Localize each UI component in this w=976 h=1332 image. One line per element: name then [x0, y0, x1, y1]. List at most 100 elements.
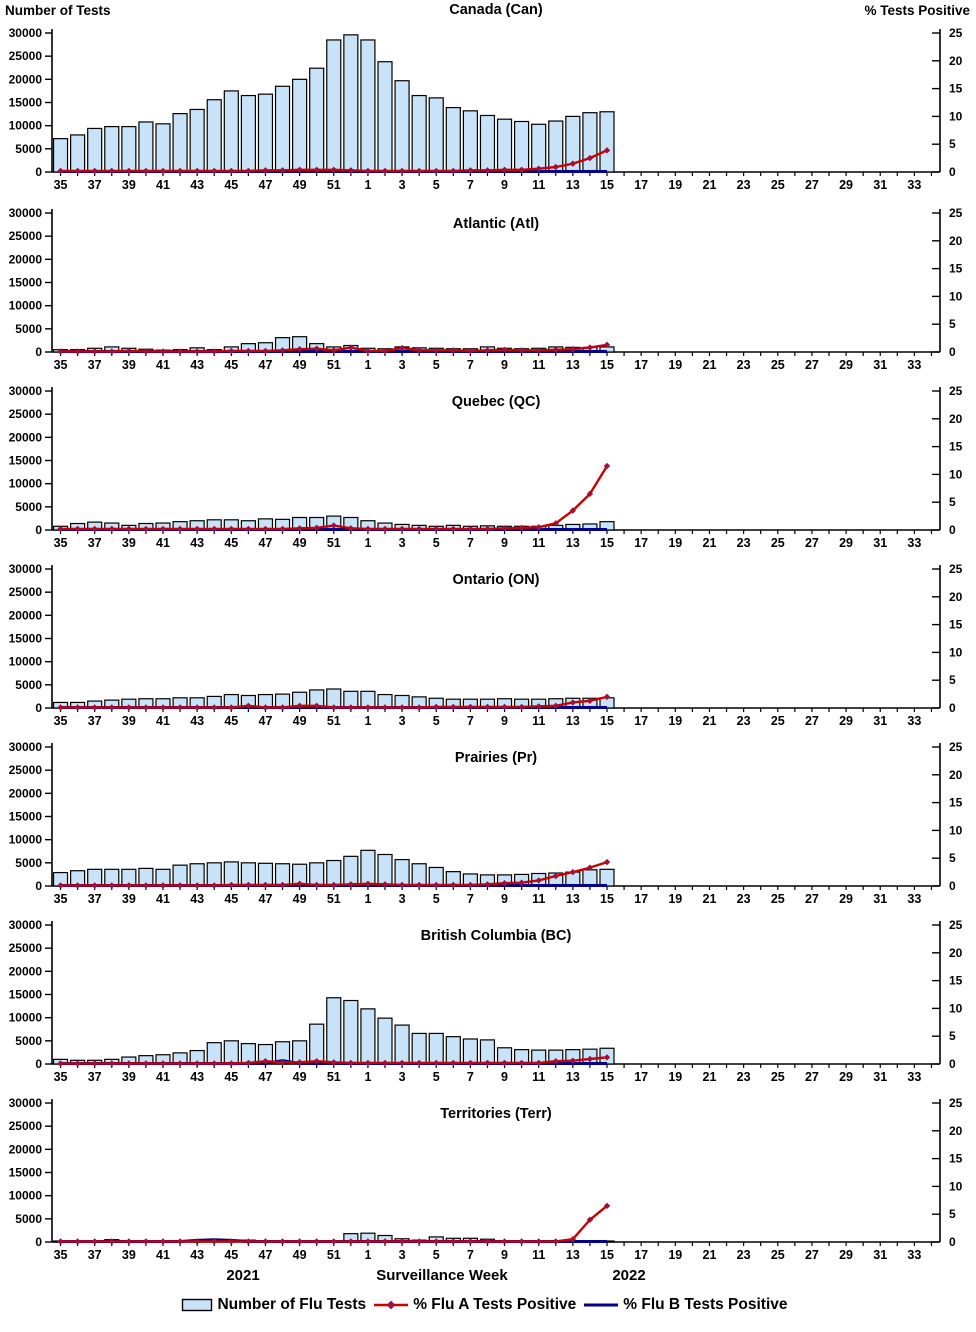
x-week-label: 17 — [634, 714, 648, 728]
x-week-label: 49 — [293, 358, 307, 372]
y-right-tick-label: 5 — [949, 137, 956, 151]
flu-tests-bar — [104, 125, 120, 173]
x-week-label: 47 — [259, 714, 273, 728]
y-right-tick-label: 20 — [949, 1124, 963, 1138]
x-week-label: 29 — [839, 892, 853, 906]
x-week-label: 37 — [88, 714, 102, 728]
x-week-label: 51 — [327, 1248, 341, 1262]
x-week-label: 17 — [634, 358, 648, 372]
x-week-label: 23 — [737, 1248, 751, 1262]
y-left-tick-label: 30000 — [9, 740, 43, 754]
x-week-label: 7 — [467, 536, 474, 550]
x-week-label: 49 — [293, 1248, 307, 1262]
x-week-label: 33 — [907, 358, 921, 372]
y-right-tick-label: 20 — [949, 412, 963, 426]
y-left-tick-label: 0 — [35, 345, 42, 359]
flu-tests-bar — [274, 85, 291, 173]
legend-label-flu-a: % Flu A Tests Positive — [413, 1296, 577, 1313]
x-week-label: 51 — [327, 892, 341, 906]
x-week-label: 27 — [805, 1070, 819, 1084]
flu-a-markers — [57, 147, 611, 175]
x-week-label: 45 — [224, 1248, 238, 1262]
y-left-tick-label: 5000 — [15, 500, 42, 514]
x-week-label: 15 — [600, 358, 614, 372]
x-week-label: 11 — [532, 536, 545, 550]
x-week-label: 1 — [364, 714, 371, 728]
x-week-label: 13 — [566, 1248, 580, 1262]
x-week-label: 11 — [532, 714, 545, 728]
x-week-label: 7 — [467, 1070, 474, 1084]
legend: Number of Flu Tests % Flu A Tests Positi… — [0, 1296, 976, 1314]
x-week-label: 49 — [293, 892, 307, 906]
y-right-tick-label: 15 — [949, 1152, 963, 1166]
x-week-label: 33 — [907, 1248, 921, 1262]
y-right-tick-label: 15 — [949, 974, 963, 988]
x-week-label: 37 — [88, 536, 102, 550]
x-week-label: 49 — [293, 536, 307, 550]
x-week-label: 41 — [156, 714, 170, 728]
flu-tests-bar — [292, 78, 308, 173]
y-right-tick-label: 5 — [949, 1029, 956, 1043]
x-week-label: 21 — [703, 358, 717, 372]
x-week-label: 33 — [907, 1070, 921, 1084]
flu-a-markers — [57, 1054, 611, 1067]
x-week-label: 7 — [467, 714, 474, 728]
x-week-label: 13 — [566, 536, 580, 550]
x-week-label: 27 — [805, 178, 819, 192]
x-week-label: 9 — [501, 358, 508, 372]
x-week-label: 39 — [122, 1070, 136, 1084]
x-week-label: 51 — [327, 1070, 341, 1084]
x-week-label: 15 — [600, 178, 614, 192]
y-right-tick-label: 0 — [949, 165, 956, 179]
x-week-label: 43 — [190, 358, 204, 372]
y-right-tick-label: 15 — [949, 440, 963, 454]
flu-tests-bar — [428, 97, 444, 173]
flu-tests-bar — [121, 125, 137, 173]
flu-a-markers — [57, 462, 611, 533]
panel-ontario: Ontario (ON) 0 5000 10000 15000 20000 25000 30… — [0, 552, 976, 730]
y-left-tick-label: 30000 — [9, 562, 43, 576]
y-left-tick-label: 0 — [35, 1235, 42, 1249]
x-week-label: 5 — [433, 1070, 440, 1084]
y-right-tick-label: 10 — [949, 467, 963, 481]
flu-a-markers — [57, 858, 611, 889]
y-right-tick-label: 15 — [949, 262, 963, 276]
flu-tests-bar — [394, 80, 410, 173]
x-week-label: 9 — [501, 178, 508, 192]
x-week-label: 25 — [771, 1248, 785, 1262]
x-week-label: 23 — [737, 358, 751, 372]
x-week-label: 21 — [703, 178, 717, 192]
legend-label-flu-b: % Flu B Tests Positive — [623, 1296, 788, 1313]
x-week-label: 41 — [156, 178, 170, 192]
flu-tests-bar — [257, 93, 274, 173]
x-week-label: 45 — [224, 1070, 238, 1084]
y-left-tick-label: 5000 — [15, 1212, 42, 1226]
x-week-label: 47 — [259, 358, 273, 372]
panel-canada: Canada (Can) 0 5000 10000 15000 20000 25000 30… — [0, 0, 976, 196]
flu-tests-bar — [599, 111, 615, 173]
x-week-label: 35 — [54, 892, 68, 906]
x-axis-title: Surveillance Week — [376, 1267, 508, 1284]
panel-title-atlantic: Atlantic (Atl) — [452, 216, 540, 232]
y-left-tick-label: 5000 — [15, 142, 42, 156]
x-week-label: 17 — [634, 892, 648, 906]
x-week-label: 15 — [600, 1248, 614, 1262]
y-right-tick-label: 5 — [949, 317, 956, 331]
y-right-tick-label: 20 — [949, 768, 963, 782]
flu-tests-bar — [343, 34, 359, 173]
y-right-tick-label: 25 — [949, 26, 963, 40]
x-week-label: 39 — [122, 892, 136, 906]
flu-tests-bar — [377, 61, 393, 173]
x-week-label: 39 — [122, 178, 136, 192]
x-week-label: 7 — [467, 892, 474, 906]
x-week-label: 3 — [399, 1248, 406, 1262]
x-week-label: 23 — [737, 1070, 751, 1084]
legend-item-flu-a: % Flu A Tests Positive — [373, 1296, 576, 1314]
x-week-label: 29 — [839, 1248, 853, 1262]
x-week-label: 21 — [703, 714, 717, 728]
x-week-label: 13 — [566, 178, 580, 192]
y-right-tick-label: 0 — [949, 879, 956, 893]
flu-tests-bar — [138, 121, 154, 173]
x-week-label: 17 — [634, 1248, 648, 1262]
